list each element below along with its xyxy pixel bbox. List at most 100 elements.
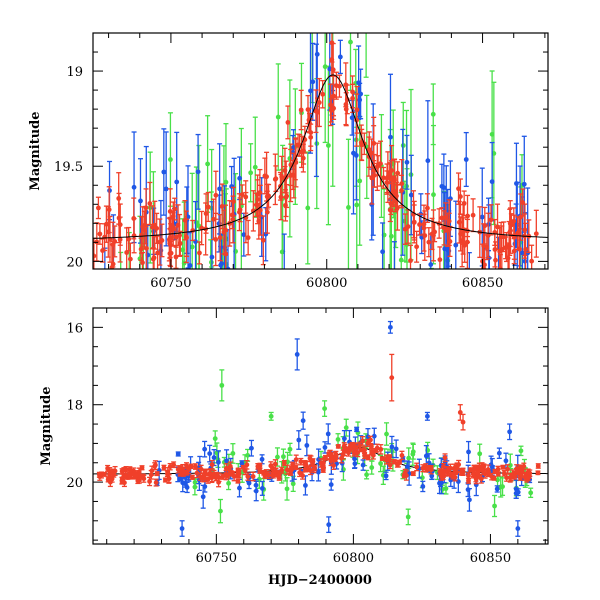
data-point bbox=[496, 447, 502, 459]
data-point bbox=[383, 471, 389, 481]
data-point bbox=[507, 200, 513, 248]
data-point bbox=[420, 480, 426, 493]
data-point bbox=[162, 477, 168, 483]
data-point bbox=[417, 213, 423, 236]
data-point bbox=[257, 184, 263, 236]
data-point bbox=[95, 196, 101, 220]
data-point bbox=[364, 469, 370, 480]
data-point bbox=[410, 443, 416, 460]
y-tick-label: 18 bbox=[66, 399, 83, 414]
data-point bbox=[379, 456, 385, 462]
data-point bbox=[278, 173, 284, 221]
data-point bbox=[424, 193, 430, 224]
data-point bbox=[399, 174, 405, 207]
data-point bbox=[387, 198, 393, 223]
data-point bbox=[414, 462, 420, 472]
data-point bbox=[322, 33, 328, 144]
data-point bbox=[430, 83, 436, 146]
data-point bbox=[229, 200, 235, 230]
data-point bbox=[326, 451, 332, 457]
data-point bbox=[220, 473, 226, 480]
data-point bbox=[459, 213, 465, 268]
y-tick-label: 16 bbox=[66, 321, 83, 336]
data-point bbox=[453, 200, 459, 269]
data-point bbox=[141, 278, 146, 350]
data-point bbox=[202, 440, 208, 458]
data-point bbox=[248, 143, 254, 203]
bottom-panel: 60750 60800 60850 16 18 20 Magnitude HJD−240… bbox=[39, 307, 549, 588]
data-point bbox=[159, 223, 165, 258]
data-point bbox=[288, 465, 294, 472]
data-point bbox=[494, 485, 500, 493]
data-point bbox=[351, 448, 357, 457]
data-point bbox=[389, 435, 395, 458]
data-point bbox=[501, 470, 507, 477]
data-point bbox=[111, 469, 117, 478]
data-point bbox=[107, 477, 113, 488]
data-point bbox=[535, 470, 541, 476]
data-point bbox=[311, 465, 317, 474]
data-point bbox=[127, 471, 133, 478]
data-point bbox=[354, 426, 360, 433]
data-point bbox=[252, 116, 258, 218]
data-point bbox=[296, 430, 302, 450]
data-point bbox=[368, 443, 374, 450]
data-point bbox=[282, 189, 288, 222]
x-tick-label: 60850 bbox=[462, 276, 503, 291]
data-point bbox=[335, 444, 341, 449]
data-point bbox=[456, 200, 462, 244]
data-point bbox=[217, 213, 223, 262]
top-y-tick-labels: 19 19.5 20 bbox=[54, 65, 83, 270]
data-point bbox=[515, 520, 521, 537]
data-point bbox=[517, 466, 523, 475]
data-point bbox=[118, 251, 124, 269]
data-point bbox=[302, 475, 308, 496]
data-point bbox=[516, 217, 522, 250]
data-point bbox=[362, 452, 368, 460]
data-point bbox=[402, 213, 408, 245]
data-point bbox=[189, 474, 195, 480]
y-tick-label: 20 bbox=[66, 255, 83, 270]
data-point bbox=[387, 320, 393, 334]
data-point bbox=[195, 133, 201, 210]
data-point bbox=[504, 473, 510, 482]
data-point bbox=[199, 210, 205, 246]
data-point bbox=[325, 423, 331, 445]
data-point bbox=[345, 446, 351, 452]
bottom-y-axis-label: Magnitude bbox=[39, 386, 54, 465]
data-point bbox=[240, 464, 246, 470]
data-point bbox=[328, 478, 334, 491]
data-point bbox=[345, 138, 351, 269]
data-point bbox=[179, 520, 185, 537]
data-point bbox=[333, 450, 339, 458]
data-point bbox=[338, 453, 344, 464]
data-point bbox=[414, 230, 420, 263]
top-model-curve bbox=[93, 74, 548, 239]
data-point bbox=[262, 471, 268, 479]
data-point bbox=[389, 353, 395, 402]
data-point bbox=[290, 475, 296, 493]
data-point bbox=[453, 464, 459, 474]
data-point bbox=[161, 128, 167, 216]
data-point bbox=[380, 222, 386, 269]
data-point bbox=[121, 478, 127, 488]
x-tick-label: 60850 bbox=[470, 551, 511, 566]
data-point bbox=[404, 134, 410, 190]
data-point bbox=[507, 423, 513, 441]
data-point bbox=[239, 184, 245, 205]
data-point bbox=[484, 234, 490, 261]
data-point bbox=[183, 210, 189, 264]
data-point bbox=[209, 459, 215, 470]
data-point bbox=[237, 197, 243, 223]
data-point bbox=[495, 465, 501, 473]
data-point bbox=[228, 467, 234, 477]
y-tick-label: 19 bbox=[66, 65, 83, 80]
data-point bbox=[217, 498, 223, 524]
data-point bbox=[335, 433, 341, 446]
bottom-ticks bbox=[93, 307, 548, 544]
data-point bbox=[140, 251, 146, 269]
data-point bbox=[302, 467, 308, 473]
data-point bbox=[300, 411, 306, 430]
data-point bbox=[326, 516, 332, 534]
data-point bbox=[337, 39, 343, 75]
